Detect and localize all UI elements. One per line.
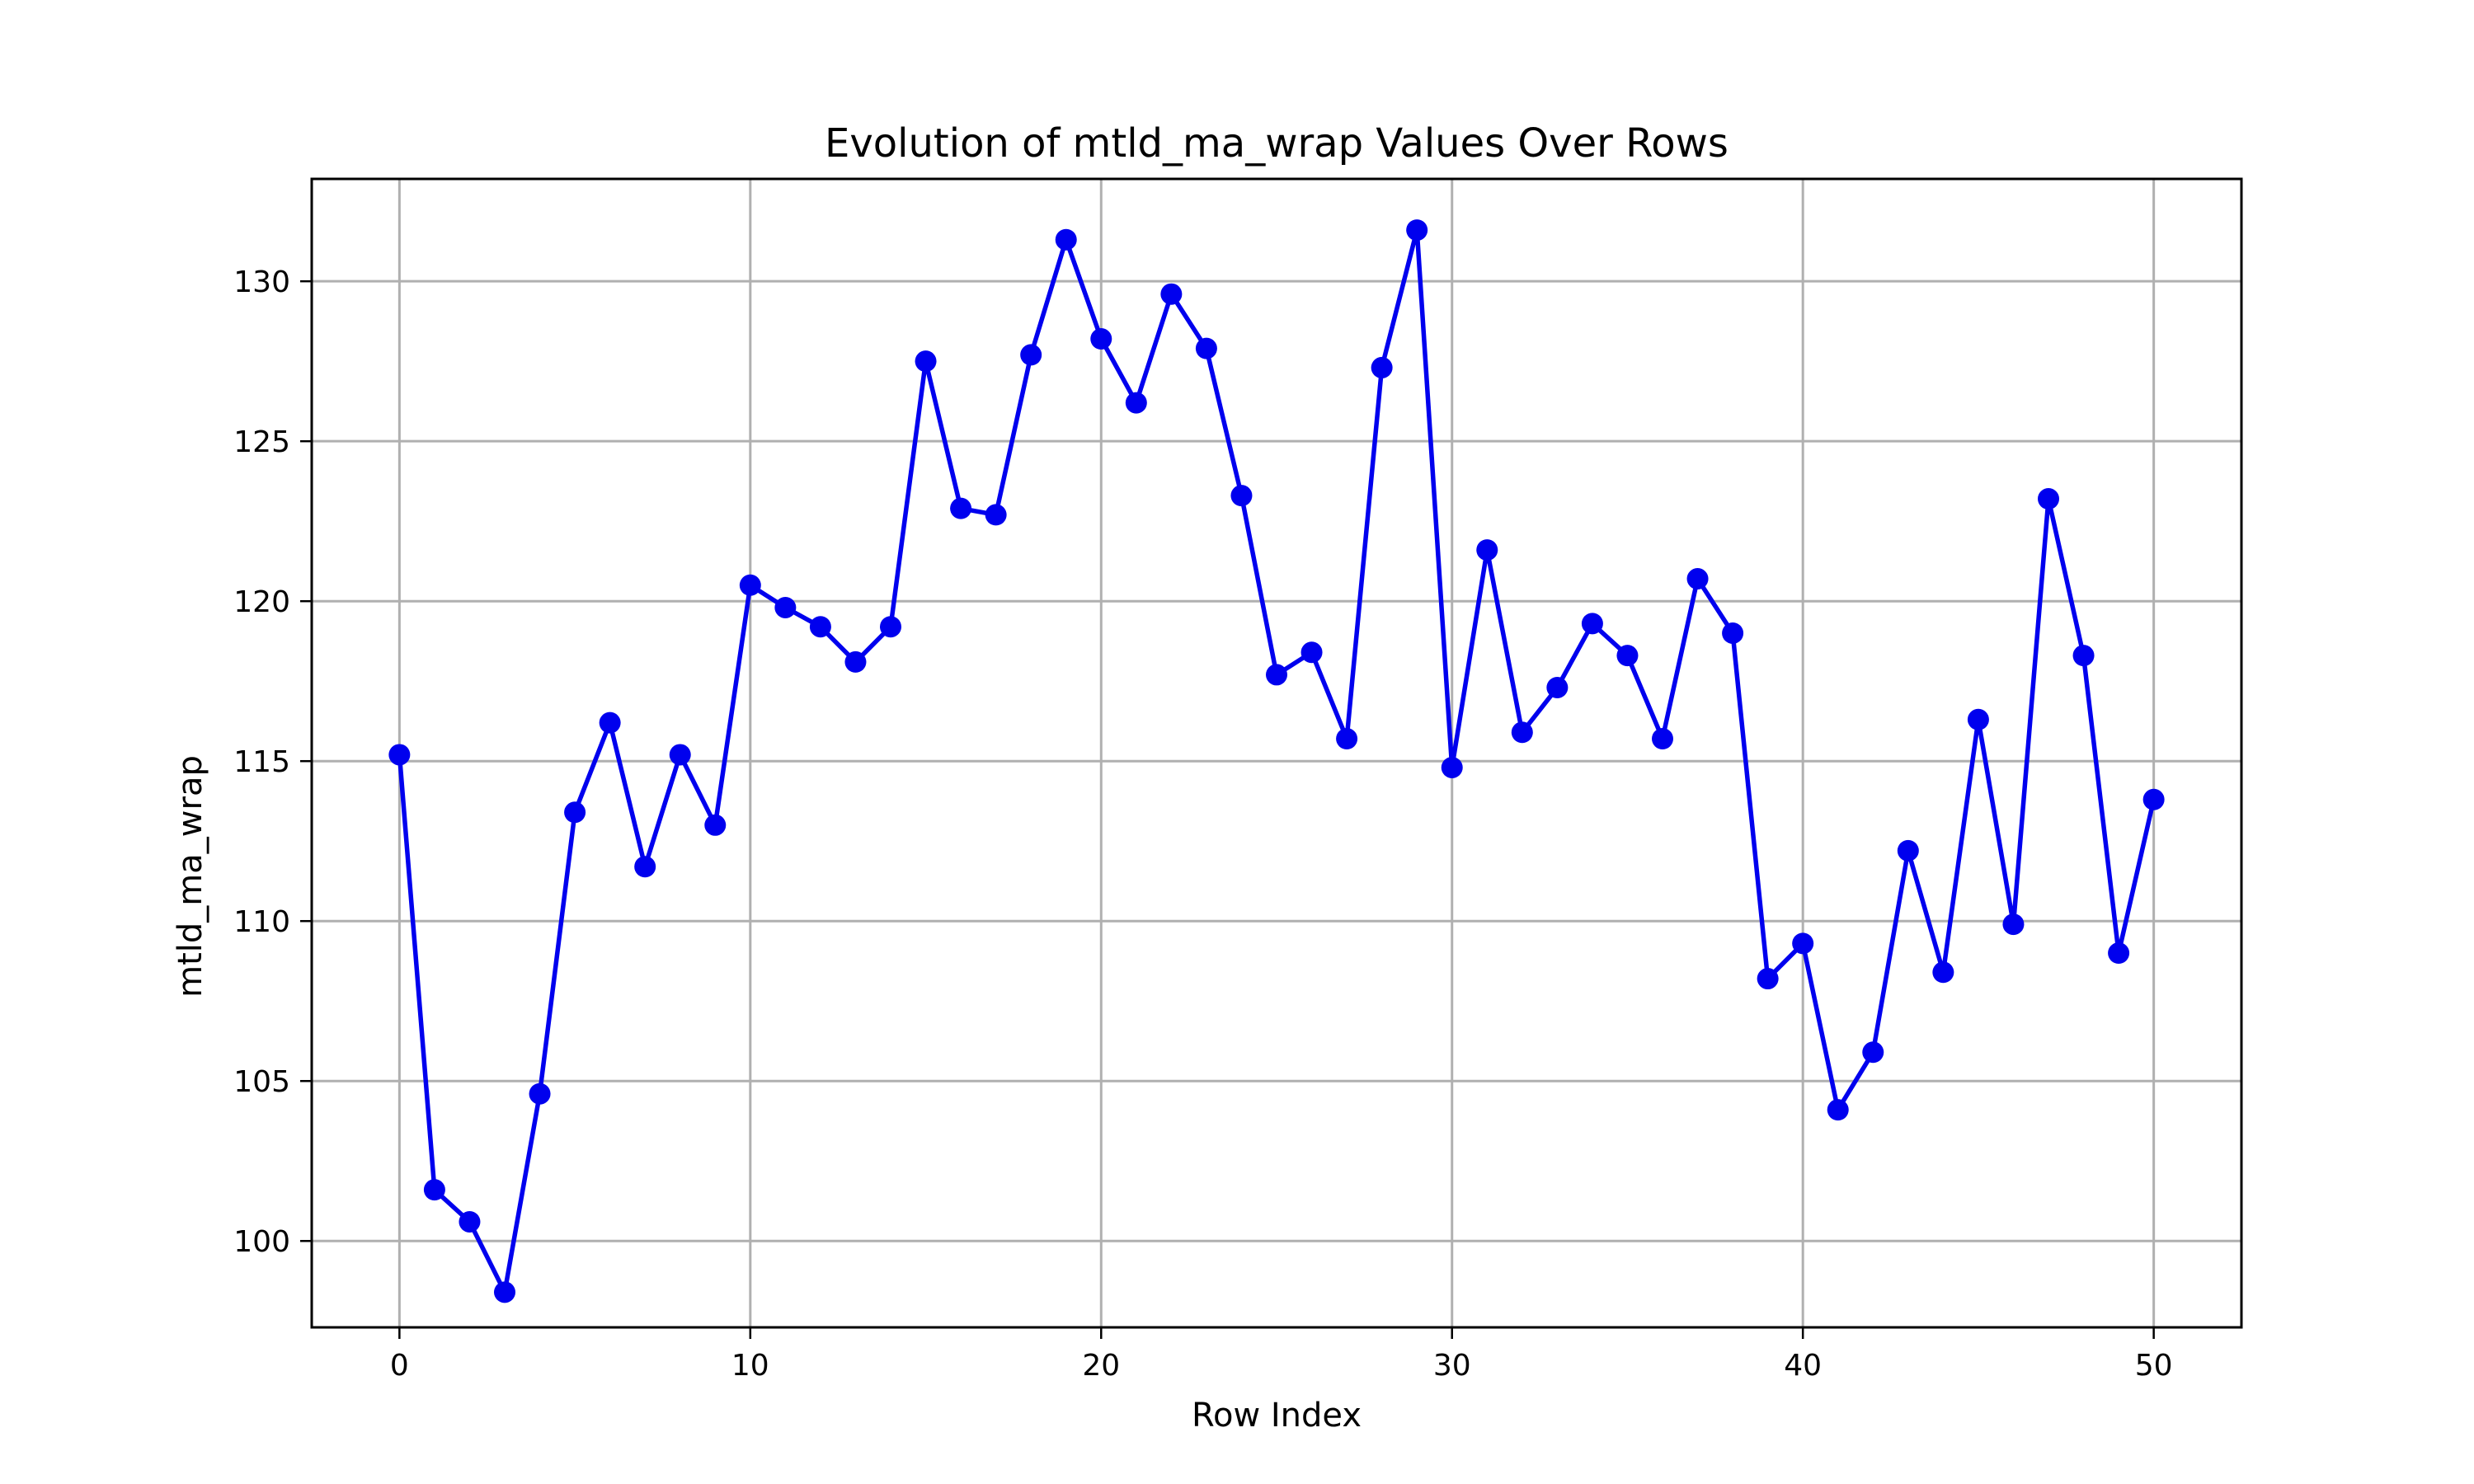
x-axis: 0 10 20 30 40 50 [390,1327,2173,1383]
data-point [459,1210,481,1233]
data-point [1055,228,1077,251]
data-point [1827,1099,1849,1121]
grid [312,179,2241,1327]
x-tick-label: 0 [390,1349,409,1383]
data-point [1686,568,1709,590]
x-axis-label: Row Index [1192,1397,1362,1435]
data-point [2108,942,2130,965]
data-point [2038,488,2059,510]
x-tick-label: 30 [1433,1349,1471,1383]
y-axis-label: mtld_ma_wrap [172,755,209,998]
data-point [529,1082,551,1105]
data-point [985,504,1007,526]
data-point [1897,839,1919,862]
x-tick-label: 40 [1784,1349,1822,1383]
data-point [915,350,937,373]
data-point [1546,676,1569,698]
data-point [423,1179,445,1201]
data-point [599,711,621,734]
y-tick-label: 125 [233,425,290,459]
data-point [1476,539,1498,561]
data-point [1406,219,1428,242]
data-point [1932,961,1954,984]
data-point [1230,485,1253,507]
y-axis: 100 105 110 115 120 125 130 [233,265,312,1259]
data-point [704,814,727,836]
series-layer [388,219,2165,1303]
data-point [1967,708,1989,730]
plot-frame [310,177,2243,1329]
data-point [739,574,761,596]
y-tick-label: 105 [233,1065,290,1099]
data-point [1371,356,1393,378]
x-tick-label: 20 [1082,1349,1120,1383]
data-point [1511,721,1533,744]
data-point [2072,645,2095,667]
x-tick-label: 50 [2135,1349,2173,1383]
y-tick-label: 120 [233,585,290,619]
data-point [1020,344,1042,366]
data-point [669,744,691,766]
data-point [1090,328,1112,350]
data-point [1652,728,1673,750]
data-point [880,616,901,638]
data-point [1195,337,1217,359]
data-point [1266,664,1287,686]
data-point [1160,283,1183,305]
data-point [1862,1041,1884,1064]
data-point [1300,641,1323,664]
data-point [1616,645,1639,667]
data-point [1581,613,1603,635]
data-point [1336,728,1358,750]
data-point [1757,968,1779,990]
data-point [809,616,831,638]
chart-title: Evolution of mtld_ma_wrap Values Over Ro… [825,120,1729,167]
data-point [1441,756,1463,778]
y-tick-label: 100 [233,1225,290,1259]
data-point [2002,913,2025,936]
data-point [564,801,586,824]
data-point [634,856,656,878]
y-tick-label: 110 [233,905,290,939]
data-point [1792,932,1814,955]
data-point [950,497,972,519]
data-point [2142,788,2165,810]
data-point [494,1281,515,1303]
data-point [1722,622,1744,644]
data-point [774,596,797,618]
y-tick-label: 115 [233,745,290,779]
data-point [1125,392,1147,414]
data-point [388,744,411,766]
y-tick-label: 130 [233,265,290,299]
x-tick-label: 10 [731,1349,769,1383]
data-point [844,650,867,673]
